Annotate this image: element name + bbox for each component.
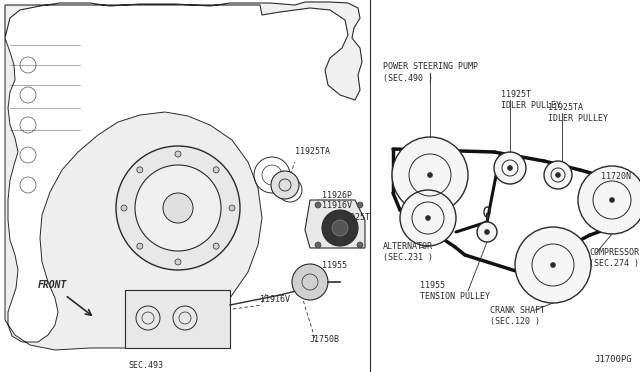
Circle shape xyxy=(315,202,321,208)
Text: 11926P: 11926P xyxy=(322,192,352,201)
Circle shape xyxy=(175,151,181,157)
Circle shape xyxy=(556,173,561,177)
Circle shape xyxy=(175,259,181,265)
Circle shape xyxy=(550,263,556,267)
Text: J1700PG: J1700PG xyxy=(595,355,632,364)
Polygon shape xyxy=(5,38,262,350)
FancyBboxPatch shape xyxy=(125,290,230,348)
Circle shape xyxy=(508,166,513,170)
Text: TENSION PULLEY: TENSION PULLEY xyxy=(420,292,490,301)
Polygon shape xyxy=(305,200,365,248)
Text: 11916V: 11916V xyxy=(322,202,352,211)
Circle shape xyxy=(137,243,143,249)
Text: IDLER PULLEY: IDLER PULLEY xyxy=(501,101,561,110)
Text: IDLER PULLEY: IDLER PULLEY xyxy=(548,114,608,123)
Circle shape xyxy=(116,146,240,270)
Circle shape xyxy=(213,243,219,249)
Circle shape xyxy=(484,230,490,234)
Text: 11955: 11955 xyxy=(420,281,445,290)
Text: SEC.493: SEC.493 xyxy=(128,360,163,369)
Circle shape xyxy=(135,165,221,251)
Circle shape xyxy=(544,161,572,189)
Text: CRANK SHAFT: CRANK SHAFT xyxy=(490,306,545,315)
Text: FRONT: FRONT xyxy=(38,280,67,290)
Circle shape xyxy=(477,222,497,242)
Circle shape xyxy=(292,264,328,300)
Circle shape xyxy=(494,152,526,184)
Circle shape xyxy=(322,210,358,246)
Text: POWER STEERING PUMP: POWER STEERING PUMP xyxy=(383,62,478,71)
Circle shape xyxy=(332,220,348,236)
Circle shape xyxy=(315,242,321,248)
Text: (SEC.231 ): (SEC.231 ) xyxy=(383,253,433,262)
Circle shape xyxy=(163,193,193,223)
Circle shape xyxy=(229,205,235,211)
Circle shape xyxy=(609,198,614,202)
Circle shape xyxy=(121,205,127,211)
Text: 11720N: 11720N xyxy=(601,172,631,181)
Text: 11925TA: 11925TA xyxy=(548,103,583,112)
Text: J1750B: J1750B xyxy=(310,336,340,344)
Text: (SEC.120 ): (SEC.120 ) xyxy=(490,317,540,326)
Circle shape xyxy=(515,227,591,303)
Text: (SEC.274 ): (SEC.274 ) xyxy=(589,259,639,268)
Circle shape xyxy=(213,167,219,173)
Circle shape xyxy=(271,171,299,199)
Circle shape xyxy=(357,202,363,208)
Text: 11955: 11955 xyxy=(322,260,347,269)
Text: COMPRESSOR: COMPRESSOR xyxy=(589,248,639,257)
Text: 11916V: 11916V xyxy=(260,295,290,305)
Text: 11925T: 11925T xyxy=(501,90,531,99)
Text: 11925TA: 11925TA xyxy=(295,148,330,157)
Polygon shape xyxy=(5,2,362,100)
Circle shape xyxy=(428,173,433,177)
Circle shape xyxy=(400,190,456,246)
Circle shape xyxy=(392,137,468,213)
Circle shape xyxy=(578,166,640,234)
Text: 11925T: 11925T xyxy=(340,214,370,222)
Text: ALTERNATOR: ALTERNATOR xyxy=(383,242,433,251)
Text: (SEC.490 ): (SEC.490 ) xyxy=(383,74,433,83)
Circle shape xyxy=(357,242,363,248)
Circle shape xyxy=(426,215,431,221)
Circle shape xyxy=(137,167,143,173)
